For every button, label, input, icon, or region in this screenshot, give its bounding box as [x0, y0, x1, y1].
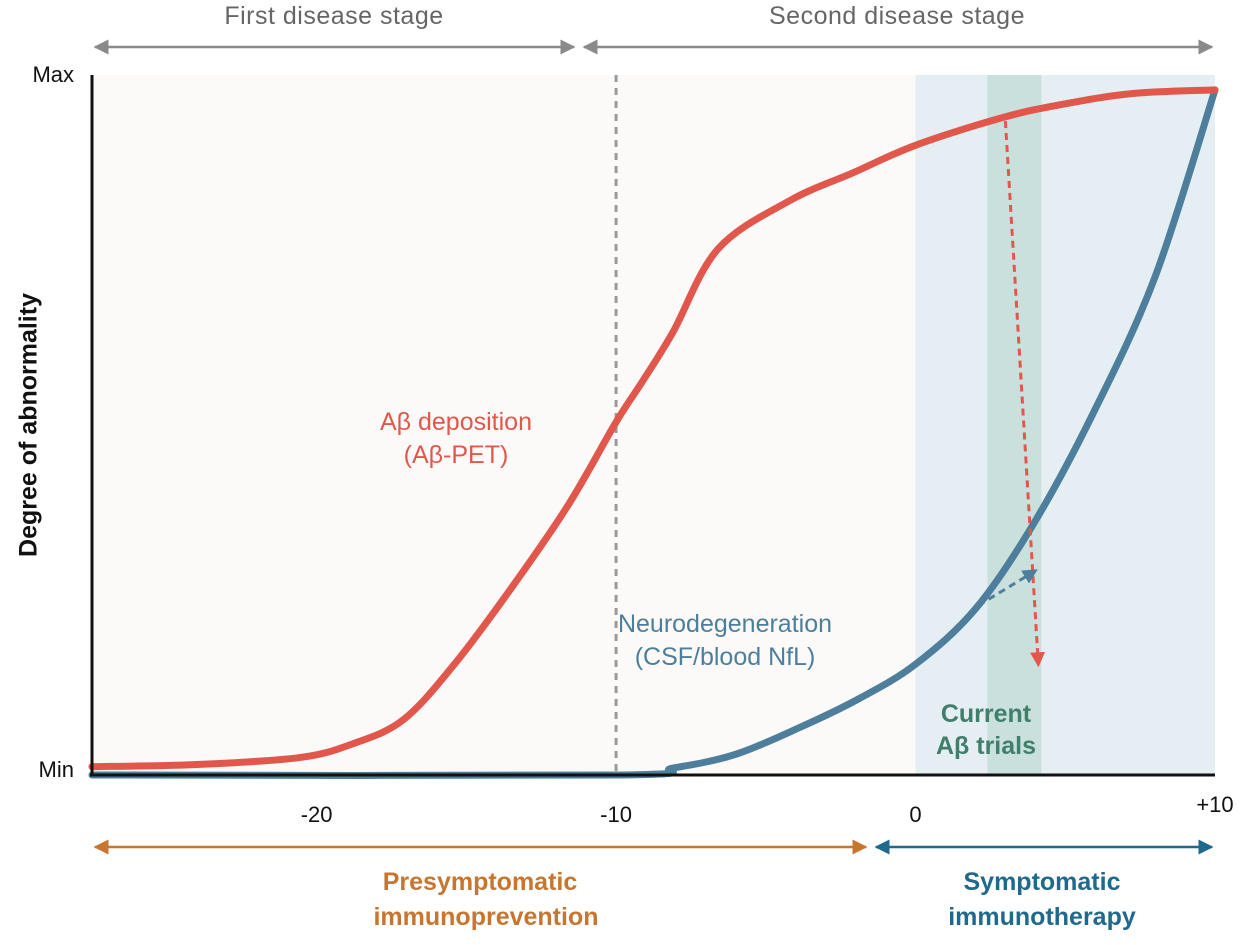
- presymptomatic-label-line1: Presymptomatic: [383, 868, 578, 896]
- presymptomatic-label-line2: immunoprevention: [373, 903, 598, 931]
- y-tick-label: Max: [32, 62, 74, 87]
- symptomatic-label-line1: Symptomatic: [964, 868, 1121, 896]
- abeta-deposition-line: [88, 86, 1219, 771]
- neuro-series-sublabel: (CSF/blood NfL): [635, 643, 816, 671]
- trials-label-line2: Aβ trials: [936, 732, 1036, 760]
- symptomatic-region: [915, 75, 1215, 775]
- second-stage-label: Second disease stage: [769, 2, 1025, 30]
- x-tick-label: -10: [600, 802, 632, 827]
- abeta-series-sublabel: (Aβ-PET): [404, 441, 509, 469]
- abeta-series-label: Aβ deposition: [380, 408, 532, 436]
- x-tick-label: -20: [301, 802, 333, 827]
- y-tick-label: Min: [39, 757, 74, 782]
- x-tick-label: +10: [1196, 792, 1233, 817]
- trials-label-line1: Current: [941, 700, 1032, 728]
- neuro-series-label: Neurodegeneration: [618, 610, 832, 638]
- first-stage-label: First disease stage: [224, 2, 443, 30]
- current-trials-region: [987, 75, 1042, 775]
- abeta-reduction-arrow: [1003, 120, 1046, 668]
- symptomatic-label-line2: immunotherapy: [948, 903, 1136, 931]
- x-tick-label: 0: [909, 802, 921, 827]
- y-axis-label: Degree of abnormality: [15, 293, 43, 557]
